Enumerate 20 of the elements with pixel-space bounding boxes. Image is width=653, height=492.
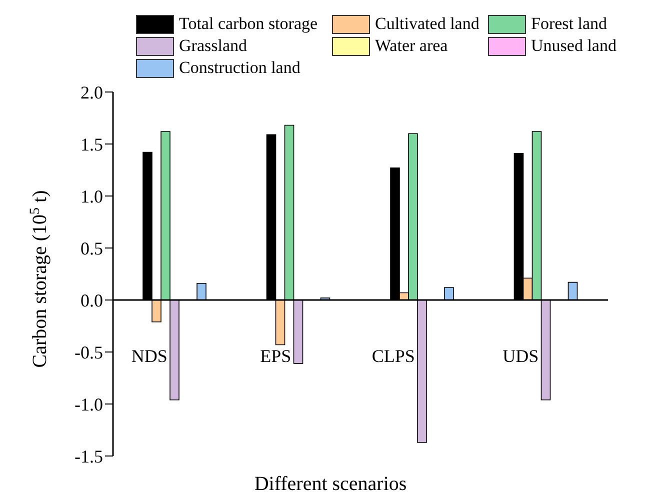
legend-label: Forest land [531,14,608,34]
y-tick-label: 0.0 [80,290,103,310]
legend-label: Water area [375,36,448,56]
y-tick-label: 1.0 [80,186,103,206]
y-tick-label: 2.0 [80,82,103,102]
y-tick-label: -0.5 [74,342,103,362]
x-tick-label: NDS [131,346,168,366]
legend-label: Total carbon storage [179,14,318,34]
y-tick-label: 1.5 [80,134,103,154]
x-axis-title: Different scenarios [254,473,407,492]
legend-label: Cultivated land [375,14,480,34]
y-tick-label: -1.5 [74,446,103,466]
legend-label: Construction land [179,58,300,78]
legend-label: Grassland [179,36,247,56]
y-tick-label: 0.5 [80,238,103,258]
x-tick-label: CLPS [372,346,415,366]
x-tick-label: UDS [502,346,539,366]
y-tick-label: -1.0 [74,394,103,414]
x-tick-label: EPS [260,346,292,366]
legend-label: Unused land [531,36,616,56]
